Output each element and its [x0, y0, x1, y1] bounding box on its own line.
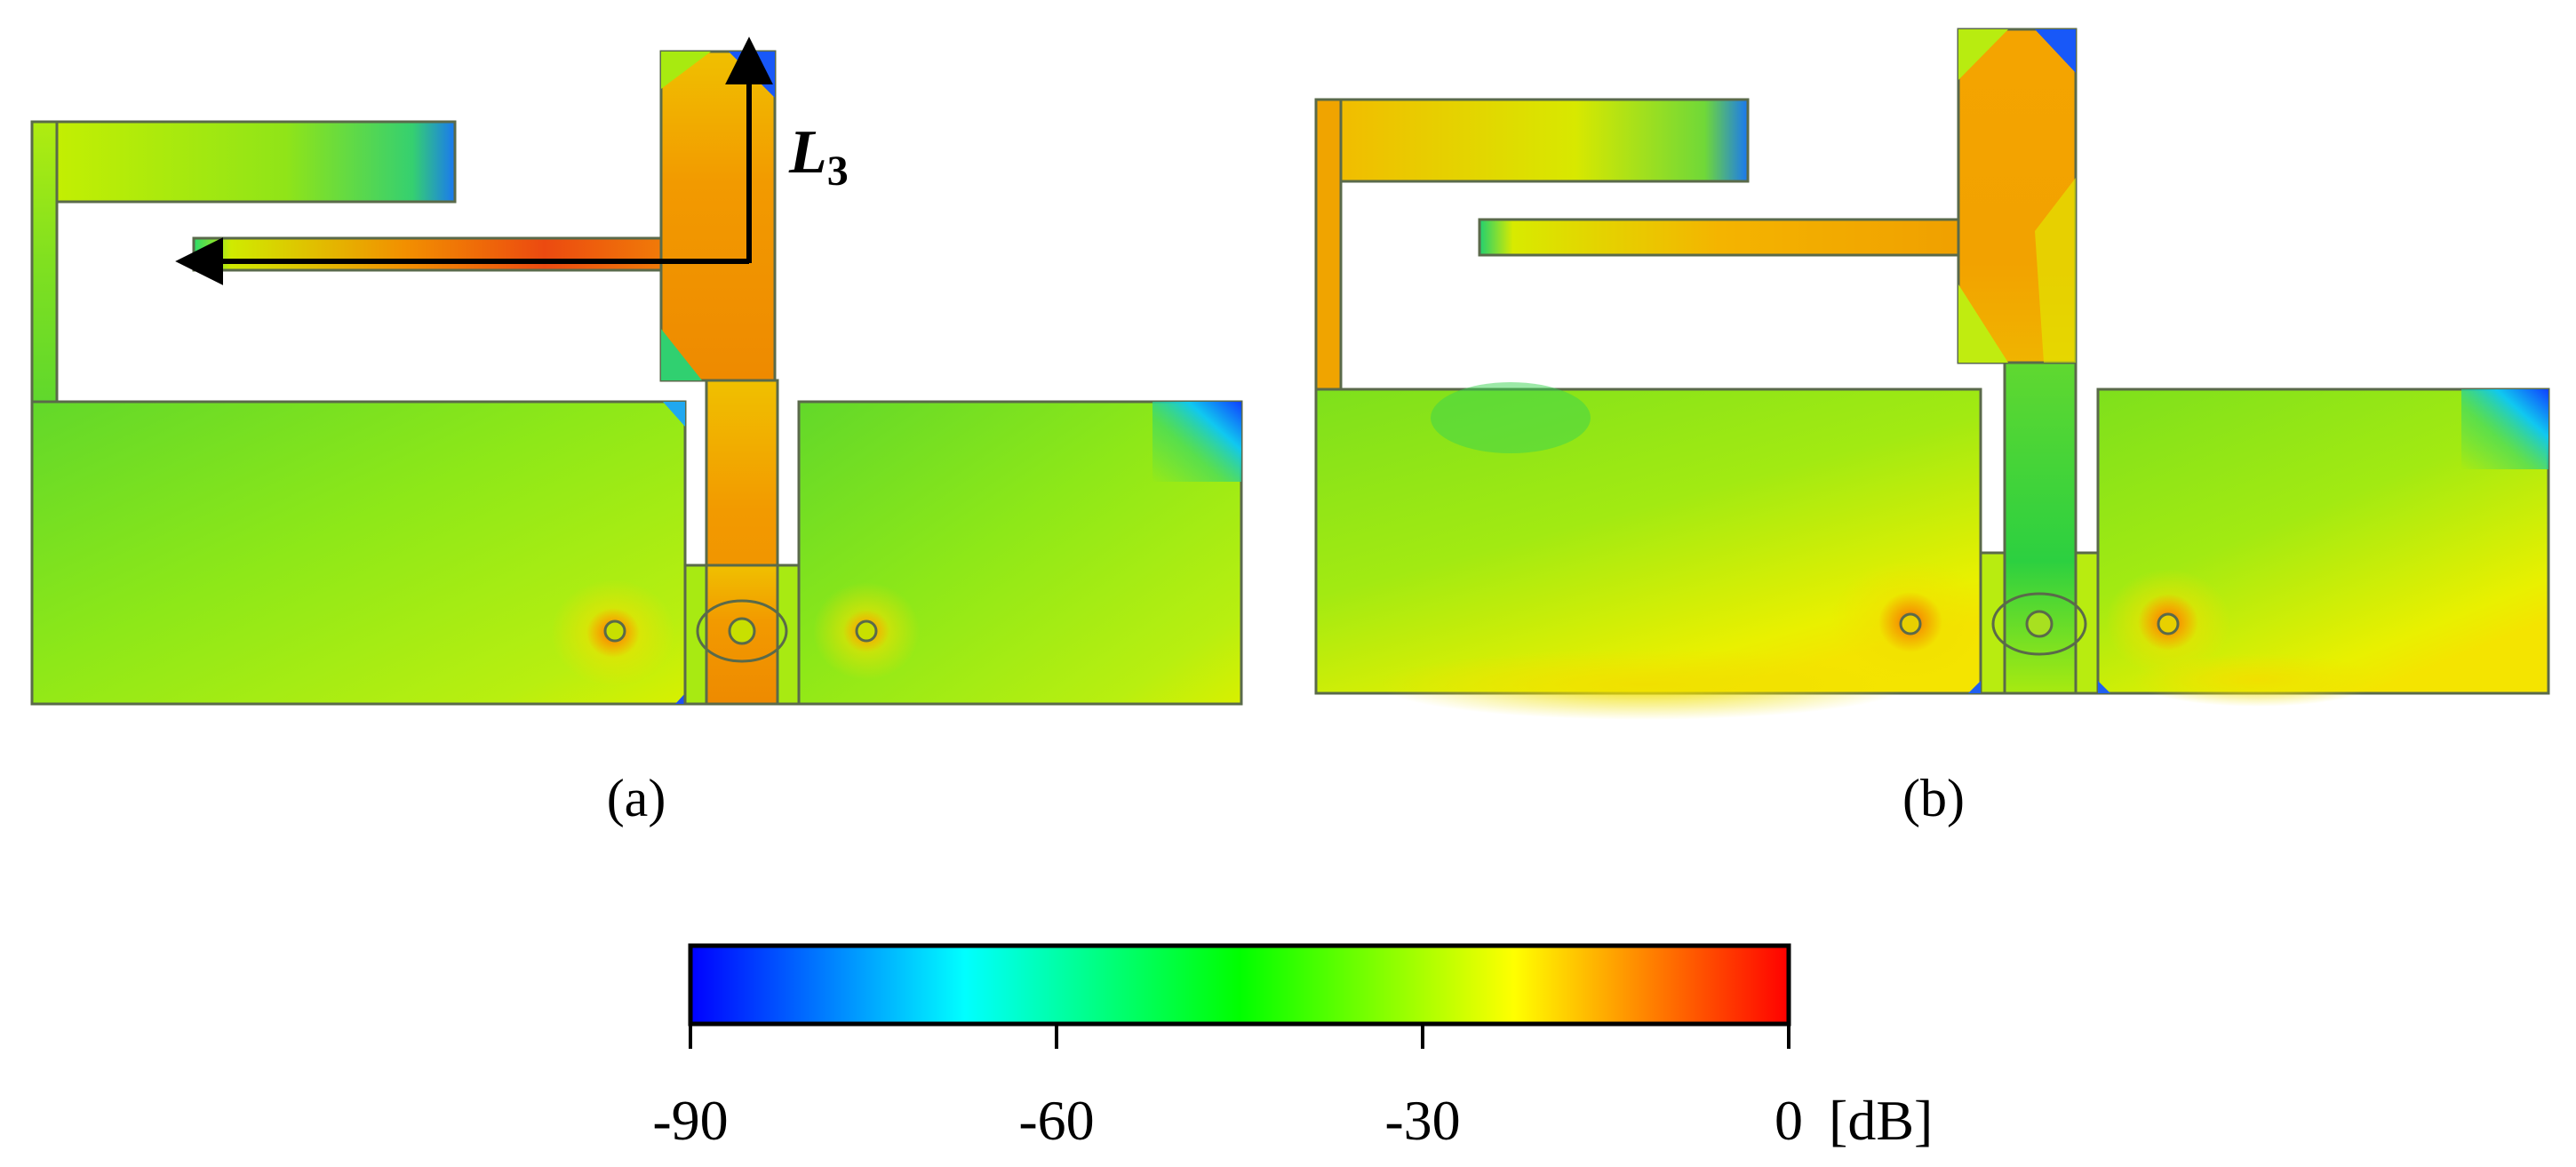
dimension-label-l3: L3	[788, 118, 849, 195]
connector-outline	[696, 599, 788, 663]
colorbar-tick-labels: -90 -60 -30 0	[652, 1089, 1803, 1152]
dimension-arrows	[175, 36, 773, 285]
corner-null	[663, 402, 685, 427]
colorbar-ticks	[689, 1024, 1790, 1049]
feed-line	[2003, 361, 2078, 695]
colorbar-gradient	[688, 943, 1791, 1027]
via-right	[2157, 612, 2180, 635]
top-arm	[1314, 98, 1750, 183]
corner-null	[2461, 389, 2548, 469]
colorbar-tick-label: -60	[1018, 1089, 1094, 1152]
via-left	[1899, 612, 1922, 635]
field-hotspot	[2133, 653, 2381, 707]
feed-via	[2025, 610, 2054, 638]
via-left	[603, 619, 626, 643]
colorbar-tick-label: 0	[1774, 1089, 1803, 1152]
corner-null	[2035, 29, 2076, 73]
colorbar-tick-label: -30	[1384, 1089, 1460, 1152]
corner-null	[675, 693, 685, 704]
horizontal-strip	[192, 236, 663, 272]
via-right	[855, 619, 878, 643]
field-hotspot	[2035, 178, 2076, 363]
field-hotspot	[1431, 382, 1591, 453]
corner-null	[661, 52, 711, 89]
panel-label-b: (b)	[1902, 769, 1965, 827]
field-hotspot	[1958, 284, 2008, 363]
corner-null	[1152, 402, 1241, 482]
horizontal-strip	[1478, 218, 1960, 257]
corner-null	[2098, 681, 2110, 693]
left-vertical-arm	[1314, 98, 1343, 391]
connector-outline	[1991, 592, 2087, 656]
corner-null	[1968, 681, 1981, 693]
feed-via	[728, 617, 756, 645]
colorbar-tick-label: -90	[652, 1089, 728, 1152]
panel-a: L3 (a)	[30, 36, 1243, 827]
colorbar-unit: [dB]	[1829, 1089, 1933, 1152]
colorbar: -90 -60 -30 0 [dB]	[652, 943, 1933, 1152]
corner-null	[1958, 29, 2008, 80]
panel-label-a: (a)	[607, 769, 666, 827]
left-vertical-arm	[30, 120, 59, 404]
field-hotspot	[1377, 649, 1910, 720]
top-arm	[30, 120, 457, 204]
corner-null	[661, 329, 702, 380]
panel-b: (b)	[1314, 28, 2550, 827]
vertical-radiator	[659, 50, 777, 382]
